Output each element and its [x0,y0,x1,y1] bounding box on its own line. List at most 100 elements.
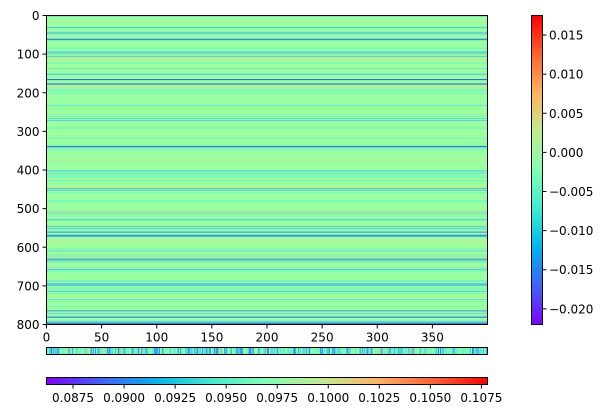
heatmap-row-streak [46,268,488,271]
strip-cell [151,347,153,355]
strip-cell [421,347,423,355]
strip-cell [393,347,395,355]
hcolorbar-tick-label: 0.1025 [358,391,400,405]
strip-cell [287,347,290,355]
y-tick-label: 200 [17,86,40,100]
strip-cell [196,347,198,355]
strip-cell [251,347,253,355]
strip-cell [464,347,466,355]
strip-cell [369,347,371,355]
strip-cell [319,347,322,355]
strip-cell [326,347,328,355]
heatmap-row-streak [46,288,488,290]
strip-cell [132,347,134,355]
heatmap-row-streak [46,146,488,148]
y-tick-label: 400 [17,164,40,178]
heatmap-row-streak [46,189,488,191]
strip-cell [157,347,160,355]
strip-cell [300,347,302,355]
heatmap-row-streak [46,320,488,322]
x-tick-label: 200 [256,331,279,345]
strip-cell [425,347,427,355]
heatmap-row-streak [46,90,488,92]
heatmap-row-streak [46,145,488,146]
strip-cell [108,347,110,355]
heatmap-row-streak [46,180,488,181]
strip-cell [123,347,125,355]
heatmap-row-streak [46,59,488,61]
strip-cell [373,347,376,355]
strip-cell [386,347,388,355]
strip-cell [365,347,367,355]
strip-cell [262,347,264,355]
strip-cell [330,347,333,355]
strip-cell [438,347,441,355]
x-tick-label: 150 [200,331,223,345]
x-tick-label: 250 [311,331,334,345]
strip-cell [147,347,150,355]
strip-cell [389,347,391,355]
heatmap-row-streak [46,282,488,285]
strip-cell [248,347,250,355]
strip-cell [92,347,94,355]
strip-cell [485,347,487,355]
y-tick-label: 100 [17,48,40,62]
strip-cell [444,347,446,355]
strip-cell [265,347,268,355]
strip-cell [207,347,209,355]
strip-cell [57,347,59,355]
strip-cell [314,347,316,355]
heatmap-row-streak [46,31,488,33]
strip-cell [292,347,294,355]
heatmap-row-streak [46,192,488,194]
strip-cell [395,347,398,355]
strip-cell [405,347,408,355]
heatmap-row-streak [46,248,488,250]
strip-cell [201,347,204,355]
strip-cell [155,347,157,355]
heatmap-row-streak [46,201,488,203]
strip-cell [390,347,392,355]
strip-cell [410,347,412,355]
strip-cell [298,347,301,355]
heatmap-row-streak [46,231,488,233]
strip-cell [316,347,318,355]
strip-cell [246,347,248,355]
strip-cell [47,347,49,355]
heatmap-row-streak [46,215,488,217]
strip-cell [380,347,382,355]
hcolorbar-tick-label: 0.1050 [409,391,451,405]
strip-cell [295,347,297,355]
strip-cell [279,347,281,355]
strip-cell [486,347,488,355]
strip-cell [124,347,126,355]
strip-cell [294,347,296,355]
strip-cell [419,347,421,355]
strip-cell [340,347,343,355]
heatmap-row-streak [46,297,488,299]
strip-cell [368,347,370,355]
strip-cell [93,347,96,355]
strip-cell [219,347,221,355]
heatmap-row-streak [46,160,488,162]
colorbar-tick-label: −0.015 [549,263,593,277]
strip-cell [261,347,263,355]
strip-cell [433,347,435,355]
strip-cell [204,347,206,355]
strip-cell [46,347,48,355]
heatmap-row-streak [46,68,488,70]
strip-cell [324,347,326,355]
strip-cell [126,347,129,355]
strip-cell [309,347,312,355]
heatmap-row-streak [46,250,488,252]
strip-cell [443,347,445,355]
strip-cell [208,347,210,355]
heatmap-row-streak [46,211,488,214]
heatmap-row-streak [46,157,488,159]
strip-cell [354,347,356,355]
strip-cell [280,347,282,355]
strip-cell [430,347,432,355]
strip-cell [337,347,339,355]
strip-cell [483,347,485,355]
strip-cell [284,347,286,355]
